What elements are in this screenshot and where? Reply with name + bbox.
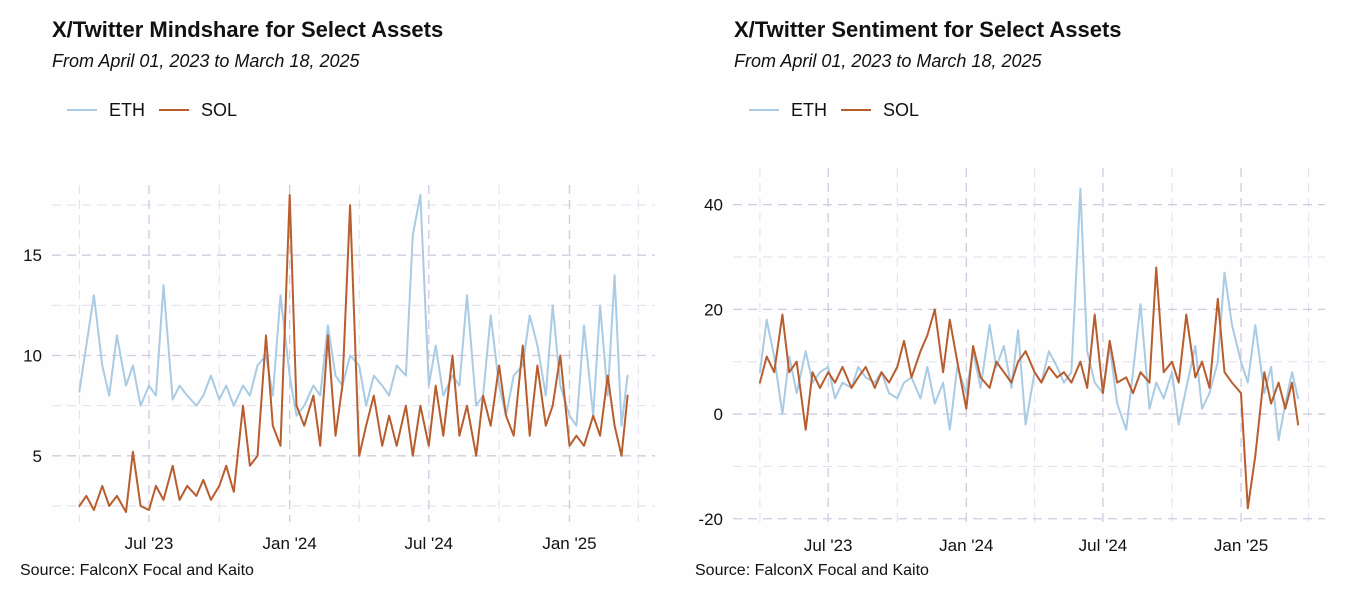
y-tick-label: 40 xyxy=(704,196,723,215)
y-tick-label: 5 xyxy=(33,447,42,466)
x-tick-label: Jul '24 xyxy=(1079,536,1128,555)
y-tick-label: 15 xyxy=(23,246,42,265)
legend-swatch-sol xyxy=(841,109,871,111)
chart-title: X/Twitter Sentiment for Select Assets xyxy=(734,17,1122,42)
mindshare-chart-panel: X/Twitter Mindshare for Select Assets Fr… xyxy=(20,17,655,579)
sentiment-chart-panel: X/Twitter Sentiment for Select Assets Fr… xyxy=(675,0,1350,600)
legend-swatch-eth xyxy=(749,109,779,111)
chart-legend: ETH SOL xyxy=(749,99,933,121)
legend-item-sol: SOL xyxy=(841,100,919,121)
y-tick-label: 10 xyxy=(23,347,42,366)
x-tick-label: Jan '24 xyxy=(939,536,993,555)
source-note: Source: FalconX Focal and Kaito xyxy=(695,562,929,579)
x-tick-label: Jul '23 xyxy=(125,534,174,553)
legend-label-sol: SOL xyxy=(201,99,238,120)
legend-item-sol: SOL xyxy=(159,100,237,121)
x-tick-label: Jan '25 xyxy=(542,534,596,553)
series-line-sol xyxy=(78,194,629,513)
chart-subtitle: From April 01, 2023 to March 18, 2025 xyxy=(734,51,1042,71)
legend-item-eth: ETH xyxy=(67,100,145,121)
y-tick-label: 0 xyxy=(714,405,723,424)
source-note: Source: FalconX Focal and Kaito xyxy=(20,562,254,579)
legend-label-eth: ETH xyxy=(109,99,145,120)
legend-item-eth: ETH xyxy=(749,100,827,121)
y-tick-label: -20 xyxy=(698,510,723,529)
x-tick-label: Jul '23 xyxy=(804,536,853,555)
legend-swatch-sol xyxy=(159,109,189,111)
series-line-eth xyxy=(758,187,1300,442)
x-tick-label: Jan '24 xyxy=(263,534,317,553)
legend-swatch-eth xyxy=(67,109,97,111)
series-line-sol xyxy=(758,266,1300,510)
chart-subtitle: From April 01, 2023 to March 18, 2025 xyxy=(52,51,360,71)
y-tick-label: 20 xyxy=(704,300,723,319)
mindshare-plot: 5 10 15 Jul '23 Jan '24 Jul '24 Jan '25 xyxy=(23,185,655,553)
sentiment-plot: -20 0 20 40 Jul '23 Jan '24 Jul '24 Jan '25 xyxy=(698,168,1325,555)
x-tick-label: Jul '24 xyxy=(405,534,454,553)
series-line-eth xyxy=(78,194,629,427)
legend-label-eth: ETH xyxy=(791,99,827,120)
chart-legend: ETH SOL xyxy=(67,99,251,121)
x-tick-label: Jan '25 xyxy=(1214,536,1268,555)
chart-title: X/Twitter Mindshare for Select Assets xyxy=(52,17,444,42)
legend-label-sol: SOL xyxy=(883,99,920,120)
